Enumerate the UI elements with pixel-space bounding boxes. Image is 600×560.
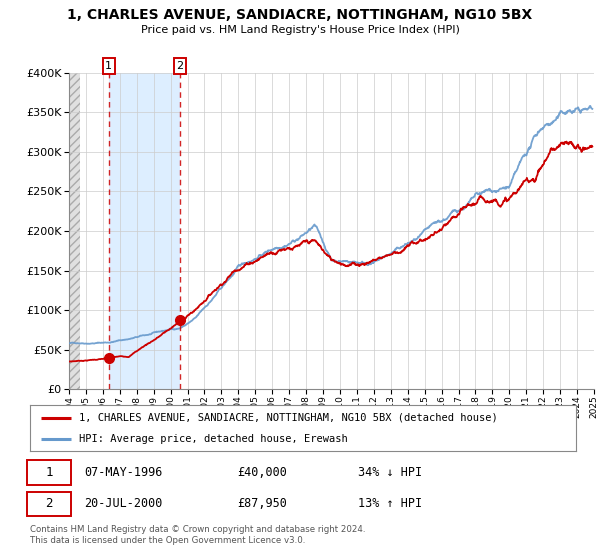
- Text: 1: 1: [105, 61, 112, 71]
- Text: 1: 1: [46, 466, 53, 479]
- Text: 13% ↑ HPI: 13% ↑ HPI: [358, 497, 422, 510]
- FancyBboxPatch shape: [27, 460, 71, 485]
- Text: 1, CHARLES AVENUE, SANDIACRE, NOTTINGHAM, NG10 5BX (detached house): 1, CHARLES AVENUE, SANDIACRE, NOTTINGHAM…: [79, 413, 498, 423]
- Text: Contains HM Land Registry data © Crown copyright and database right 2024.
This d: Contains HM Land Registry data © Crown c…: [30, 525, 365, 545]
- Text: 1, CHARLES AVENUE, SANDIACRE, NOTTINGHAM, NG10 5BX: 1, CHARLES AVENUE, SANDIACRE, NOTTINGHAM…: [67, 8, 533, 22]
- Text: 2: 2: [176, 61, 184, 71]
- Text: £40,000: £40,000: [238, 466, 287, 479]
- Text: HPI: Average price, detached house, Erewash: HPI: Average price, detached house, Erew…: [79, 434, 348, 444]
- Bar: [109, 73, 180, 389]
- Text: Price paid vs. HM Land Registry's House Price Index (HPI): Price paid vs. HM Land Registry's House …: [140, 25, 460, 35]
- Bar: [69, 73, 80, 389]
- Text: 20-JUL-2000: 20-JUL-2000: [85, 497, 163, 510]
- Text: 34% ↓ HPI: 34% ↓ HPI: [358, 466, 422, 479]
- FancyBboxPatch shape: [27, 492, 71, 516]
- Text: £87,950: £87,950: [238, 497, 287, 510]
- Text: 07-MAY-1996: 07-MAY-1996: [85, 466, 163, 479]
- Text: 2: 2: [46, 497, 53, 510]
